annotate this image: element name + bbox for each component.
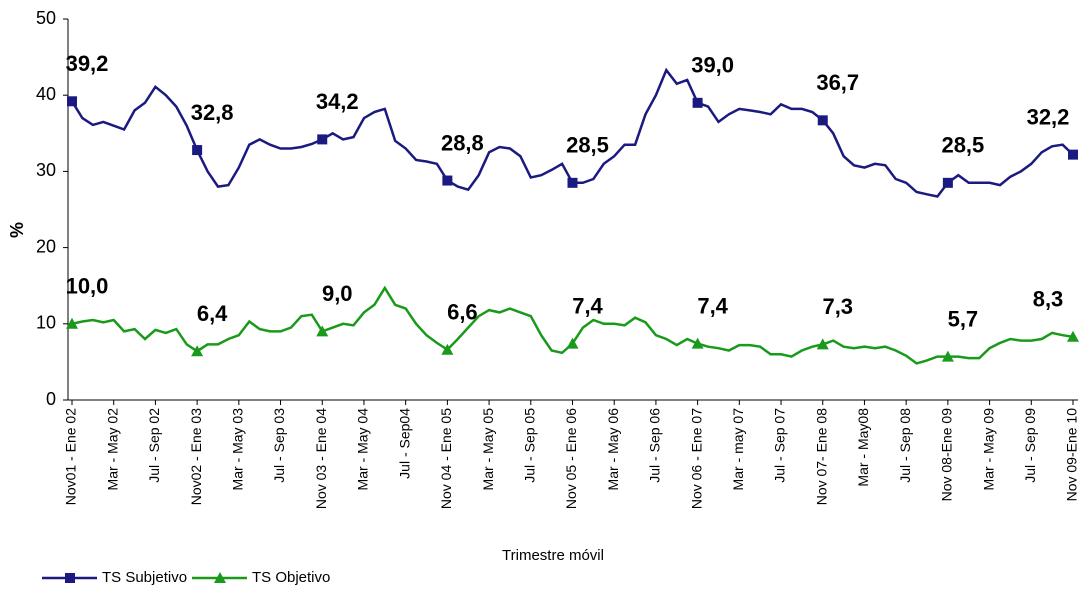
marker <box>816 338 829 350</box>
x-tick-label: Nov 09-Ene 10 <box>1064 408 1080 502</box>
data-label: 28,5 <box>941 133 984 158</box>
data-label: 36,7 <box>816 70 859 95</box>
data-label: 6,6 <box>447 300 478 325</box>
y-tick-label: 20 <box>36 236 56 256</box>
marker <box>691 337 704 349</box>
x-tick-label: Nov01 - Ene 02 <box>63 408 79 505</box>
data-label: 32,8 <box>191 100 234 125</box>
marker <box>1067 330 1079 342</box>
x-tick-label: Mar - may 07 <box>730 408 746 491</box>
x-axis-label: Trimestre móvil <box>502 547 604 564</box>
y-tick-label: 50 <box>36 8 56 28</box>
data-label: 5,7 <box>948 306 979 331</box>
x-tick-label: Jul - Sep 03 <box>271 408 287 483</box>
x-tick-label: Nov 04 - Ene 05 <box>438 408 454 509</box>
marker <box>66 317 78 329</box>
data-label: 9,0 <box>322 281 353 306</box>
marker <box>566 337 579 349</box>
marker <box>191 345 204 357</box>
legend-label: TS Objetivo <box>252 569 330 586</box>
x-tick-label: Jul - Sep04 <box>396 408 412 479</box>
x-tick-label: Jul - Sep 07 <box>772 408 788 483</box>
x-tick-label: Mar - May 05 <box>480 408 496 491</box>
x-tick-label: Mar - May 02 <box>104 408 120 491</box>
y-tick-label: 0 <box>46 389 56 409</box>
y-tick-label: 40 <box>36 84 56 104</box>
marker <box>67 96 77 107</box>
marker <box>192 145 203 156</box>
x-tick-label: Mar - May 09 <box>980 408 996 491</box>
x-tick-label: Nov 03 - Ene 04 <box>313 408 329 509</box>
marker <box>817 115 828 126</box>
x-tick-label: Jul - Sep 06 <box>647 408 663 483</box>
x-tick-label: Jul - Sep 05 <box>521 408 537 483</box>
marker <box>942 177 953 188</box>
marker <box>941 350 954 362</box>
x-tick-label: Jul - Sep 08 <box>897 408 913 483</box>
marker <box>214 572 226 583</box>
x-tick-label: Nov02 - Ene 03 <box>188 408 204 505</box>
data-label: 28,8 <box>441 130 484 155</box>
data-label: 34,2 <box>316 89 359 114</box>
x-tick-label: Mar - May 04 <box>355 408 371 491</box>
x-tick-label: Nov 07- Ene 08 <box>813 408 829 505</box>
data-label: 10,0 <box>66 274 109 299</box>
x-tick-label: Mar - May 06 <box>605 408 621 491</box>
x-tick-label: Nov 05 - Ene 06 <box>563 408 579 509</box>
x-tick-label: Nov 06 - Ene 07 <box>688 408 704 509</box>
y-axis-label: % <box>7 222 27 238</box>
data-label: 32,2 <box>1027 104 1070 129</box>
marker <box>317 134 328 145</box>
marker <box>65 573 75 583</box>
data-label: 8,3 <box>1033 287 1064 312</box>
data-label: 28,5 <box>566 133 609 158</box>
marker <box>692 97 703 108</box>
data-label: 7,4 <box>572 293 603 318</box>
data-label: 39,0 <box>691 53 734 78</box>
marker <box>567 177 578 188</box>
legend-label: TS Subjetivo <box>102 569 187 586</box>
data-label: 39,2 <box>66 51 109 76</box>
y-tick-label: 30 <box>36 160 56 180</box>
marker <box>316 325 329 337</box>
y-tick-label: 10 <box>36 313 56 333</box>
x-tick-label: Mar - May 03 <box>230 408 246 491</box>
marker <box>441 343 454 355</box>
marker <box>442 175 453 186</box>
data-label: 6,4 <box>197 301 228 326</box>
data-label: 7,4 <box>697 293 728 318</box>
x-tick-label: Jul - Sep 09 <box>1022 408 1038 483</box>
x-tick-label: Mar - May08 <box>855 408 871 487</box>
data-label: 7,3 <box>822 294 853 319</box>
marker <box>1068 149 1078 160</box>
x-tick-label: Jul - Sep 02 <box>146 408 162 483</box>
x-tick-label: Nov 08-Ene 09 <box>939 408 955 502</box>
